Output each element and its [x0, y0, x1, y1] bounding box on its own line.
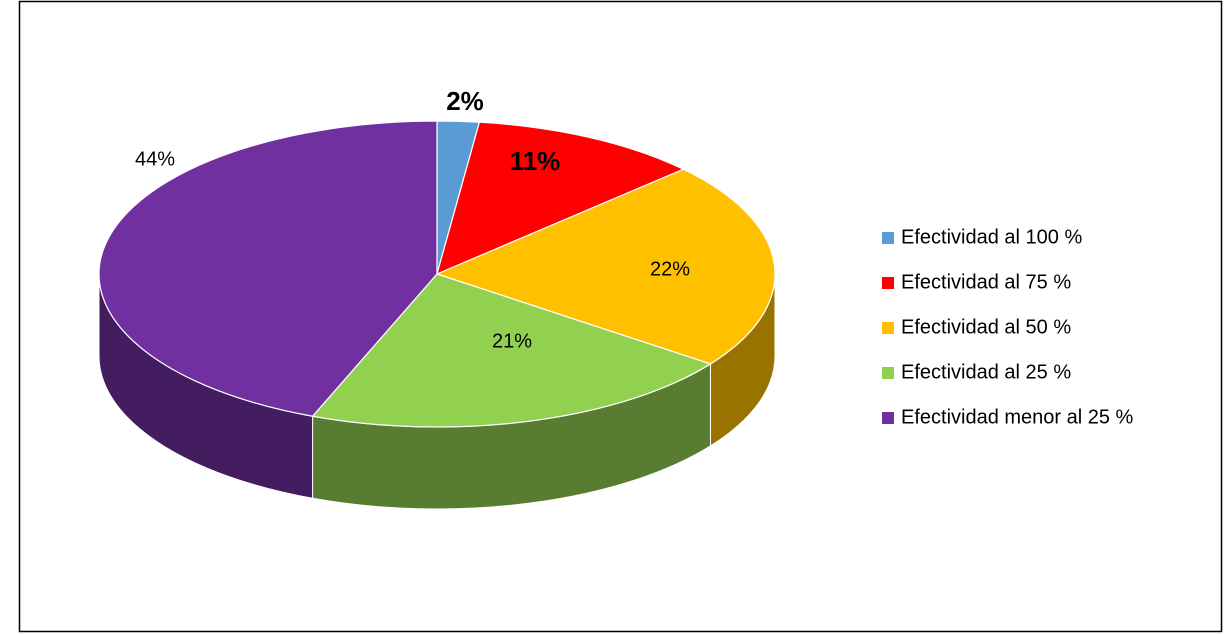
legend-label: Efectividad al 75 %: [901, 271, 1071, 293]
data-label: 21%: [492, 330, 532, 352]
legend-swatch: [882, 277, 894, 289]
pie-slice: [98, 120, 438, 417]
pie-slice: [436, 121, 685, 276]
data-label: 2%: [446, 86, 484, 116]
legend-label: Efectividad al 100 %: [901, 226, 1082, 248]
pie-slice: [311, 273, 712, 428]
pie-slice: [435, 168, 776, 365]
legend-swatch: [882, 322, 894, 334]
data-label: 44%: [135, 148, 175, 170]
legend-label: Efectividad al 50 %: [901, 316, 1071, 338]
legend-swatch: [882, 412, 894, 424]
legend-swatch: [882, 367, 894, 379]
legend-swatch: [882, 232, 894, 244]
legend-label: Efectividad al 25 %: [901, 361, 1071, 383]
data-label: 22%: [650, 258, 690, 280]
legend-label: Efectividad menor al 25 %: [901, 406, 1134, 428]
data-label: 11%: [510, 146, 561, 176]
